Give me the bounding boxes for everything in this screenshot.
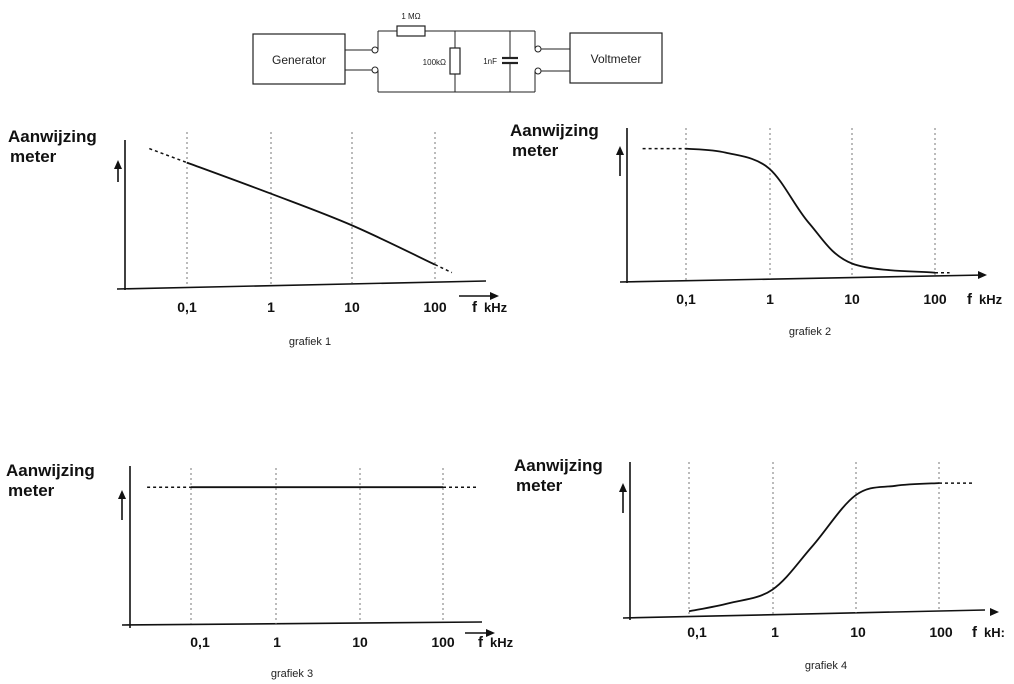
graph-4-caption: grafiek 4 bbox=[805, 660, 847, 672]
graph-1-ylabel-line1: Aanwijzing bbox=[8, 127, 97, 146]
x-tick-label: 100 bbox=[923, 291, 947, 307]
graph-3-ylabel-line1: Aanwijzing bbox=[6, 461, 95, 480]
series-resistor bbox=[396, 25, 426, 37]
generator-label: Generator bbox=[272, 53, 326, 67]
series-resistor-label: 1 MΩ bbox=[401, 12, 420, 21]
graph-4: Aanwijzing meter 0,1 1 10 100 f kH: graf… bbox=[514, 456, 1005, 672]
graph-1: Aanwijzing meter 0,1 1 10 100 f kHz graf… bbox=[8, 127, 508, 348]
x-tick-label: 0,1 bbox=[190, 634, 210, 650]
graph-1-ylabel-line2: meter bbox=[10, 147, 57, 166]
x-axis bbox=[619, 274, 986, 283]
shunt-resistor-label: 100kΩ bbox=[423, 58, 446, 67]
graph-1-curve bbox=[186, 161, 436, 266]
x-tick-label: 10 bbox=[850, 624, 866, 640]
x-unit-khz: kHz bbox=[979, 292, 1003, 307]
capacitor-label: 1nF bbox=[483, 57, 497, 66]
graph-3-ylabel-line2: meter bbox=[8, 481, 55, 500]
x-tick-label: 10 bbox=[352, 634, 368, 650]
terminal bbox=[534, 45, 542, 53]
x-unit-khz: kHz bbox=[490, 635, 514, 650]
graph-1-caption: grafiek 1 bbox=[289, 336, 331, 348]
x-axis bbox=[116, 280, 487, 290]
x-tick-label: 100 bbox=[929, 624, 953, 640]
y-arrow-head bbox=[118, 490, 126, 499]
x-arrow-head bbox=[978, 271, 987, 279]
voltmeter-label: Voltmeter bbox=[591, 52, 642, 66]
graph-2-ylabel-line2: meter bbox=[512, 141, 559, 160]
graph-4-curve bbox=[688, 482, 940, 613]
terminal bbox=[534, 67, 542, 75]
graph-1-dash-left bbox=[149, 147, 188, 164]
circuit-diagram: Generator Voltmeter 1 MΩ 100kΩ 1nF bbox=[252, 12, 663, 93]
graph-2-ylabel-line1: Aanwijzing bbox=[510, 121, 599, 140]
x-unit-f: f bbox=[472, 299, 478, 316]
shunt-resistor bbox=[449, 47, 461, 75]
x-unit-khz: kHz bbox=[484, 300, 508, 315]
voltmeter-box bbox=[569, 32, 663, 84]
x-tick-label: 100 bbox=[431, 634, 455, 650]
x-unit-f: f bbox=[967, 291, 973, 308]
x-tick-label: 10 bbox=[344, 299, 360, 315]
x-tick-label: 1 bbox=[273, 634, 281, 650]
x-arrow-head bbox=[490, 292, 499, 300]
x-unit-khz: kH: bbox=[984, 625, 1005, 640]
graph-2: Aanwijzing meter 0,1 1 10 100 f kHz graf… bbox=[510, 121, 1003, 338]
x-tick-label: 100 bbox=[423, 299, 447, 315]
terminal bbox=[371, 66, 379, 74]
x-unit-f: f bbox=[972, 624, 978, 641]
graph-4-ylabel-line1: Aanwijzing bbox=[514, 456, 603, 475]
x-axis bbox=[121, 621, 483, 626]
graph-4-ylabel-line2: meter bbox=[516, 476, 563, 495]
x-tick-label: 10 bbox=[844, 291, 860, 307]
x-tick-label: 0,1 bbox=[676, 291, 696, 307]
graph-3: Aanwijzing meter 0,1 1 10 100 f kHz graf… bbox=[6, 461, 514, 680]
x-tick-label: 1 bbox=[267, 299, 275, 315]
y-arrow-head bbox=[619, 483, 627, 492]
terminal bbox=[371, 46, 379, 54]
x-axis bbox=[622, 609, 986, 619]
x-arrow-head bbox=[990, 608, 999, 616]
graph-2-caption: grafiek 2 bbox=[789, 326, 831, 338]
x-tick-label: 0,1 bbox=[177, 299, 197, 315]
graph-2-curve bbox=[685, 147, 936, 274]
graph-curves bbox=[147, 147, 973, 613]
x-tick-label: 1 bbox=[771, 624, 779, 640]
graph-3-caption: grafiek 3 bbox=[271, 668, 313, 680]
x-arrow-head bbox=[486, 629, 495, 637]
x-unit-f: f bbox=[478, 634, 484, 651]
y-arrow-head bbox=[616, 146, 624, 155]
x-tick-label: 0,1 bbox=[687, 624, 707, 640]
generator-box bbox=[252, 33, 346, 85]
x-tick-label: 1 bbox=[766, 291, 774, 307]
graph-1-dash-right bbox=[434, 263, 453, 274]
y-arrow-head bbox=[114, 160, 122, 169]
